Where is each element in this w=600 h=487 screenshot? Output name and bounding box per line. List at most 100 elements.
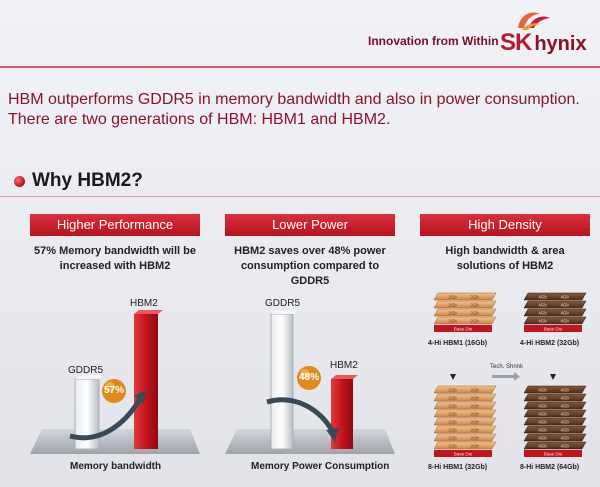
- desc-line: High bandwidth & area: [445, 245, 565, 257]
- dram-layer: [523, 401, 587, 410]
- base-die: [434, 450, 492, 457]
- layer-capacity-label: 2Gb: [448, 303, 457, 308]
- layer-capacity-label: 2Gb: [470, 303, 479, 308]
- dram-layer: [433, 417, 497, 426]
- layer-capacity-label: 4Gb: [560, 444, 569, 449]
- dram-layer: [433, 300, 497, 309]
- column-description: 57% Memory bandwidth will be increased w…: [30, 244, 200, 274]
- layer-capacity-label: 4Gb: [560, 420, 569, 425]
- layer-capacity-label: 2Gb: [470, 412, 479, 417]
- layer-capacity-label: 4Gb: [560, 396, 569, 401]
- intro-line-1: HBM outperforms GDDR5 in memory bandwidt…: [8, 91, 580, 108]
- bar-hbm2: [134, 314, 158, 449]
- badge-shine: [300, 369, 310, 379]
- layer-capacity-label: 4Gb: [538, 388, 547, 393]
- layer-capacity-label: 4Gb: [560, 319, 569, 324]
- dram-layer: [523, 300, 587, 309]
- dram-layer: [523, 385, 587, 394]
- badge-shine: [105, 382, 115, 392]
- dram-layer: [523, 308, 587, 317]
- desc-line: increased with HBM2: [59, 260, 171, 272]
- base-die-label: Base Die: [454, 452, 473, 457]
- desc-line: HBM2 saves over 48% power: [234, 245, 386, 257]
- dram-layer: [433, 316, 497, 325]
- bullet-icon: [14, 176, 25, 187]
- layer-capacity-label: 2Gb: [448, 295, 457, 300]
- butterfly-logo-icon: [518, 12, 550, 30]
- column-title: Higher Performance: [30, 214, 200, 236]
- dram-layer: [433, 385, 497, 394]
- layer-capacity-label: 2Gb: [448, 311, 457, 316]
- intro-line-2: There are two generations of HBM: HBM1 a…: [8, 111, 391, 128]
- column-high-density: High Density High bandwidth & area solut…: [420, 214, 590, 484]
- layer-capacity-label: 4Gb: [538, 428, 547, 433]
- layer-capacity-label: 4Gb: [560, 295, 569, 300]
- layer-capacity-label: 4Gb: [560, 311, 569, 316]
- growth-arrow-head: [134, 390, 146, 404]
- layer-capacity-label: 4Gb: [538, 396, 547, 401]
- dram-layer: [523, 441, 587, 450]
- column-title: High Density: [420, 214, 590, 236]
- growth-arrow: [69, 397, 143, 441]
- layer-capacity-label: 4Gb: [538, 404, 547, 409]
- sk-hynix-logo: SK hynix: [500, 8, 596, 58]
- base-die-label: Base Die: [544, 327, 563, 332]
- tagline: Innovation from Within: [368, 34, 499, 48]
- dram-layer: [523, 393, 587, 402]
- bar-gddr5-top: [271, 310, 298, 314]
- column-title: Lower Power: [225, 214, 395, 236]
- caption-memory-power: Memory Power Consumption: [251, 461, 390, 472]
- chart-floor: [225, 429, 395, 454]
- dram-layer: [433, 409, 497, 418]
- layer-capacity-label: 2Gb: [470, 319, 479, 324]
- layer-capacity-label: 2Gb: [448, 319, 457, 324]
- bar-gddr5: [270, 313, 294, 450]
- layer-capacity-label: 2Gb: [448, 428, 457, 433]
- column-description: High bandwidth & area solutions of HBM2: [420, 244, 590, 274]
- dram-layer: [433, 401, 497, 410]
- section-title: Why HBM2?: [32, 170, 143, 191]
- header: Innovation from Within SK hynix: [0, 0, 600, 66]
- layer-capacity-label: 4Gb: [538, 319, 547, 324]
- layer-capacity-label: 2Gb: [448, 412, 457, 417]
- stack-label-3: 8-Hi HBM1 (32Gb): [428, 464, 488, 471]
- power-chart: [225, 310, 395, 454]
- layer-capacity-label: 4Gb: [538, 436, 547, 441]
- layer-capacity-label: 2Gb: [470, 396, 479, 401]
- reduction-arrow: [266, 397, 336, 434]
- dram-layer: [433, 425, 497, 434]
- layer-capacity-label: 2Gb: [470, 404, 479, 409]
- base-die-label: Base Die: [454, 327, 473, 332]
- base-die: [524, 325, 582, 332]
- tech-shrink-label: Tech. Shrink: [490, 364, 524, 370]
- stack-label-4: 8-Hi HBM2 (64Gb): [520, 464, 580, 471]
- layer-capacity-label: 2Gb: [448, 444, 457, 449]
- label-gddr5: GDDR5: [68, 365, 104, 376]
- base-die: [434, 325, 492, 332]
- dram-layer: [523, 316, 587, 325]
- layer-capacity-label: 2Gb: [470, 444, 479, 449]
- layer-capacity-label: 4Gb: [560, 412, 569, 417]
- layer-capacity-label: 2Gb: [448, 404, 457, 409]
- dram-layer: [523, 409, 587, 418]
- desc-line: solutions of HBM2: [456, 260, 554, 272]
- down-arrow-icon: [550, 374, 556, 380]
- chart-floor: [30, 429, 200, 454]
- layer-capacity-label: 2Gb: [470, 436, 479, 441]
- layer-capacity-label: 4Gb: [560, 404, 569, 409]
- down-arrow-icon: [450, 374, 456, 380]
- desc-line: consumption compared to GDDR5: [240, 260, 380, 287]
- layer-capacity-label: 4Gb: [560, 303, 569, 308]
- bar-hbm2-top: [331, 375, 358, 379]
- bar-gddr5-top: [75, 375, 104, 379]
- layer-capacity-label: 4Gb: [538, 412, 547, 417]
- layer-capacity-label: 2Gb: [448, 396, 457, 401]
- dram-layer: [523, 433, 587, 442]
- reduction-arrow-head: [326, 428, 339, 442]
- stack-diagram: Base Die 2Gb 2Gb 2Gb 2Gb 2Gb 2Gb 2Gb 2Gb Base Die…: [433, 292, 587, 457]
- layer-capacity-label: 4Gb: [538, 295, 547, 300]
- section-divider: [0, 196, 600, 197]
- caption-memory-bandwidth: Memory bandwidth: [70, 461, 162, 472]
- badge-57: 57%: [103, 385, 124, 396]
